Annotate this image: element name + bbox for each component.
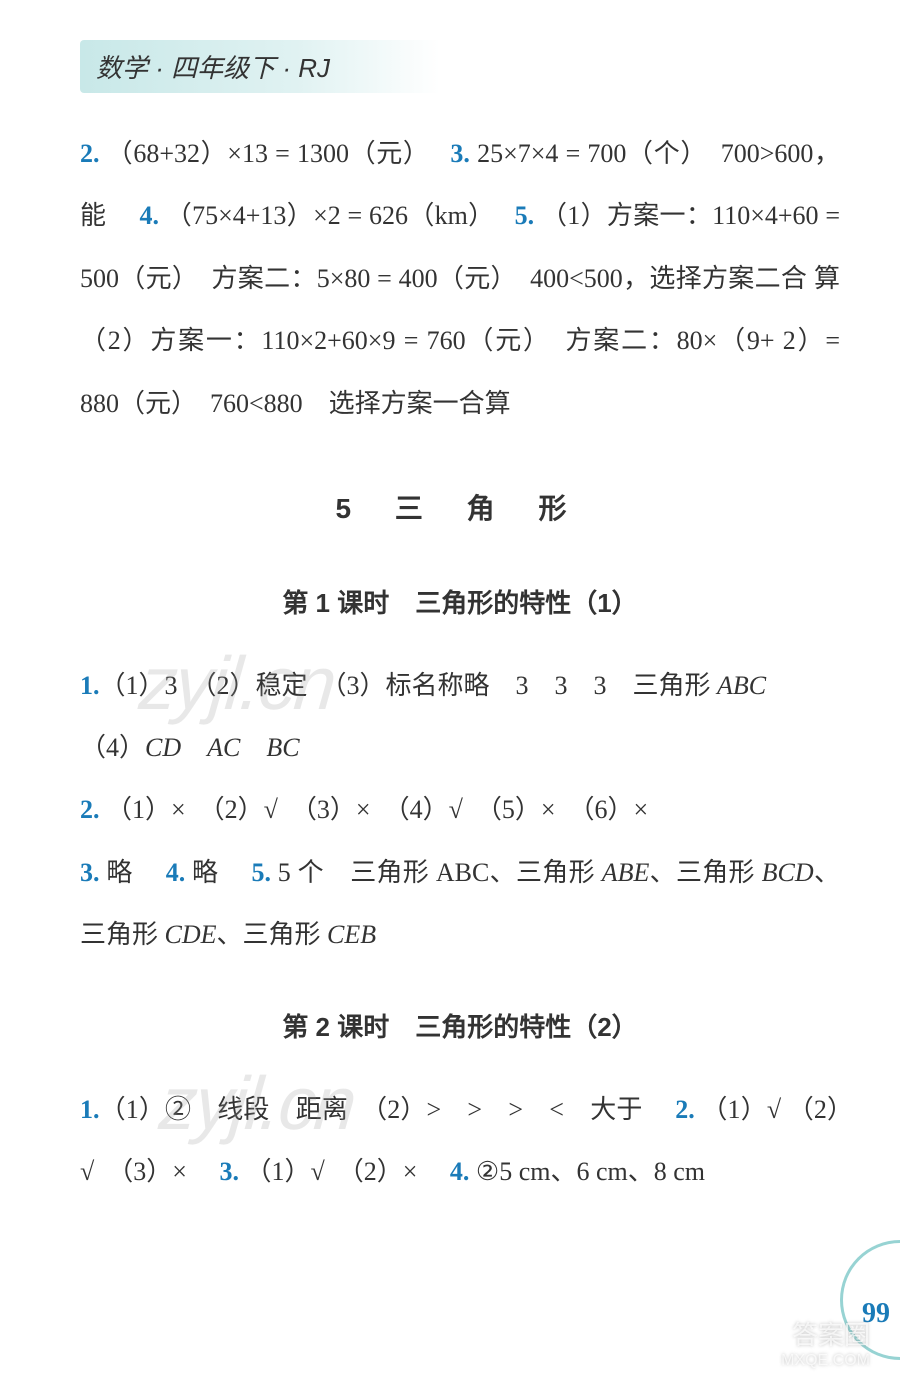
l1-t5ae: 、 xyxy=(814,858,840,887)
lesson1-title: 第 1 课时 三角形的特性（1） xyxy=(80,572,840,634)
l2-num-3: 3. xyxy=(219,1157,239,1186)
chapter-title: 5 三 角 形 xyxy=(80,475,840,542)
lesson2-content: 1.（1）② 线段 距离 （2）> > > < 大于 2. （1）√ （2）√ … xyxy=(80,1079,840,1204)
page-number: 99 xyxy=(862,1298,890,1330)
q-text-3b: 能 xyxy=(80,201,106,230)
lesson2-title: 第 2 课时 三角形的特性（2） xyxy=(80,996,840,1058)
l1-t5am: 、三角形 xyxy=(649,858,761,887)
l1-t4: 略 xyxy=(192,858,218,887)
l1-cd: CD xyxy=(145,733,181,762)
q-text-3: 25×7×4 = 700（个） 700>600， xyxy=(477,139,840,168)
lesson1-q2: 2. （1）× （2）√ （3）× （4）√ （5）× （6）× xyxy=(80,779,840,841)
l2-num-4: 4. xyxy=(450,1157,470,1186)
q-num-4: 4. xyxy=(139,201,159,230)
q-text-4: （75×4+13）×2 = 626（km） xyxy=(166,201,482,230)
l1-abc: ABC xyxy=(717,671,766,700)
l2-t2a: （1）√ xyxy=(701,1095,781,1124)
l1-t3: 略 xyxy=(106,858,132,887)
l1-bc: BC xyxy=(266,733,299,762)
l1-t1b-pre: （4） xyxy=(80,733,145,762)
q-text-2: （68+32）×13 = 1300（元） xyxy=(107,139,417,168)
lesson1-q1b: （4）CD AC BC xyxy=(80,717,840,779)
l1-ac: AC xyxy=(207,733,240,762)
l1-t2: （1）× （2）√ （3）× （4）√ （5）× （6）× xyxy=(106,795,648,824)
l1-num-5: 5. xyxy=(251,858,271,887)
l2-t4: ②5 cm、6 cm、8 cm xyxy=(476,1157,705,1186)
l1-ceb: CEB xyxy=(327,920,376,949)
footer-en: MXQE.COM xyxy=(781,1352,870,1369)
l1-num-1: 1. xyxy=(80,671,100,700)
q-num-3: 3. xyxy=(450,139,470,168)
l2-t1: （1）② 线段 距离 （2）> > > < 大于 xyxy=(100,1095,643,1124)
l1-abe: ABE xyxy=(602,858,650,887)
l1-t5b-pre: 三角形 xyxy=(80,920,165,949)
q-num-5: 5. xyxy=(515,201,535,230)
l1-num-3: 3. xyxy=(80,858,100,887)
content-body: 2. （68+32）×13 = 1300（元） 3. 25×7×4 = 700（… xyxy=(80,123,840,1204)
q-text-5a: （1）方案一：110×4+60 = xyxy=(541,201,840,230)
l1-t1a: （1）3 （2）稳定 （3）标名称略 3 3 3 三角形 xyxy=(100,671,718,700)
l2-t3: （1）√ （2）× xyxy=(245,1157,417,1186)
q-num-2: 2. xyxy=(80,139,100,168)
q-text-5b: 500（元） 方案二：5×80 = 400（元） 400<500，选择方案二合 xyxy=(80,264,807,293)
l1-num-2: 2. xyxy=(80,795,100,824)
lesson1-q1: 1.（1）3 （2）稳定 （3）标名称略 3 3 3 三角形 ABC xyxy=(80,655,840,717)
lesson1-q345: 3. 略 4. 略 5. 5 个 三角形 ABC、三角形 ABE、三角形 BCD… xyxy=(80,842,840,967)
l1-cde: CDE xyxy=(165,920,217,949)
l2-num-1: 1. xyxy=(80,1095,100,1124)
l1-bcd: BCD xyxy=(762,858,814,887)
l1-t5a: 5 个 三角形 ABC、三角形 xyxy=(278,858,602,887)
paragraph-1: 2. （68+32）×13 = 1300（元） 3. 25×7×4 = 700（… xyxy=(80,123,840,435)
l1-num-4: 4. xyxy=(166,858,186,887)
l2-num-2: 2. xyxy=(675,1095,695,1124)
l1-t5bm: 、三角形 xyxy=(217,920,328,949)
page-header: 数学 · 四年级下 · RJ xyxy=(80,40,440,93)
